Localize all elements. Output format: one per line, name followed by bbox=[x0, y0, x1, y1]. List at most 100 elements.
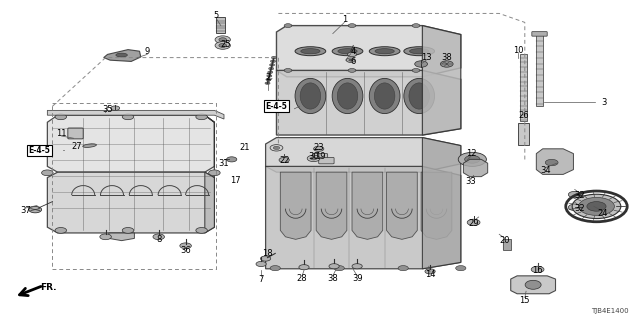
Text: 24: 24 bbox=[598, 209, 608, 218]
Circle shape bbox=[271, 56, 276, 59]
Circle shape bbox=[273, 146, 280, 149]
Circle shape bbox=[352, 264, 362, 269]
Circle shape bbox=[412, 68, 420, 72]
Circle shape bbox=[568, 191, 581, 198]
Ellipse shape bbox=[369, 47, 400, 56]
Bar bbox=[536, 35, 543, 106]
Text: 35: 35 bbox=[102, 105, 113, 114]
Text: 10: 10 bbox=[513, 46, 524, 55]
Polygon shape bbox=[387, 172, 417, 239]
Bar bbox=[518, 123, 529, 145]
Ellipse shape bbox=[404, 47, 435, 56]
Text: 15: 15 bbox=[520, 296, 530, 305]
Text: 25: 25 bbox=[220, 40, 230, 49]
Polygon shape bbox=[511, 276, 556, 294]
Polygon shape bbox=[47, 110, 224, 119]
Circle shape bbox=[122, 228, 134, 233]
Ellipse shape bbox=[409, 83, 429, 109]
Text: 3: 3 bbox=[602, 98, 607, 107]
Circle shape bbox=[215, 36, 230, 44]
Text: 22: 22 bbox=[279, 156, 289, 165]
FancyBboxPatch shape bbox=[319, 157, 334, 164]
Ellipse shape bbox=[332, 78, 363, 114]
Circle shape bbox=[314, 146, 324, 151]
Text: 4: 4 bbox=[351, 47, 356, 56]
Circle shape bbox=[440, 61, 453, 67]
Circle shape bbox=[266, 78, 271, 81]
Circle shape bbox=[348, 52, 356, 57]
Circle shape bbox=[579, 197, 614, 215]
Text: 21: 21 bbox=[239, 143, 250, 152]
Text: E-4-5: E-4-5 bbox=[29, 146, 51, 155]
Polygon shape bbox=[276, 70, 461, 135]
Polygon shape bbox=[104, 50, 141, 61]
Circle shape bbox=[122, 114, 134, 120]
Polygon shape bbox=[276, 26, 461, 77]
Circle shape bbox=[456, 266, 466, 271]
Text: 34: 34 bbox=[540, 166, 550, 175]
Ellipse shape bbox=[301, 49, 320, 54]
Circle shape bbox=[587, 202, 606, 211]
Circle shape bbox=[227, 157, 237, 162]
Polygon shape bbox=[205, 115, 214, 233]
Ellipse shape bbox=[116, 53, 127, 57]
Circle shape bbox=[545, 159, 558, 166]
Circle shape bbox=[284, 24, 292, 28]
Bar bbox=[52, 103, 216, 269]
Circle shape bbox=[334, 266, 344, 271]
Text: 17: 17 bbox=[230, 176, 241, 185]
Polygon shape bbox=[47, 115, 214, 172]
Circle shape bbox=[458, 152, 486, 166]
Polygon shape bbox=[422, 138, 461, 269]
Circle shape bbox=[42, 170, 53, 176]
Text: 12: 12 bbox=[466, 149, 476, 158]
Polygon shape bbox=[536, 149, 573, 174]
Circle shape bbox=[467, 219, 480, 226]
Circle shape bbox=[265, 82, 270, 84]
Circle shape bbox=[267, 75, 272, 77]
Text: 33: 33 bbox=[466, 177, 476, 186]
Polygon shape bbox=[280, 172, 311, 239]
Text: 1: 1 bbox=[342, 15, 347, 24]
Polygon shape bbox=[421, 172, 452, 239]
Circle shape bbox=[271, 60, 276, 62]
Circle shape bbox=[111, 106, 120, 110]
FancyBboxPatch shape bbox=[532, 32, 547, 36]
Text: 19: 19 bbox=[315, 152, 325, 161]
Circle shape bbox=[346, 58, 355, 62]
FancyBboxPatch shape bbox=[68, 128, 83, 139]
Circle shape bbox=[531, 266, 544, 273]
Ellipse shape bbox=[295, 78, 326, 114]
Circle shape bbox=[196, 228, 207, 233]
Text: 38: 38 bbox=[328, 274, 338, 283]
Text: 31: 31 bbox=[219, 159, 229, 168]
Text: 30: 30 bbox=[308, 152, 319, 161]
Circle shape bbox=[572, 194, 621, 219]
Polygon shape bbox=[463, 159, 488, 177]
Ellipse shape bbox=[338, 49, 357, 54]
Circle shape bbox=[269, 67, 274, 70]
Text: 36: 36 bbox=[180, 246, 191, 255]
Text: 9: 9 bbox=[145, 47, 150, 56]
Text: 37: 37 bbox=[20, 206, 31, 215]
Circle shape bbox=[180, 243, 191, 249]
Circle shape bbox=[260, 256, 271, 261]
Ellipse shape bbox=[374, 83, 395, 109]
Text: TJB4E1400: TJB4E1400 bbox=[591, 308, 628, 314]
Text: 5: 5 bbox=[214, 12, 219, 20]
Text: E-4-5: E-4-5 bbox=[266, 102, 287, 111]
Circle shape bbox=[349, 59, 353, 61]
Polygon shape bbox=[266, 166, 461, 269]
Ellipse shape bbox=[410, 49, 429, 54]
Text: 18: 18 bbox=[262, 249, 273, 258]
Text: 38: 38 bbox=[442, 53, 452, 62]
Circle shape bbox=[219, 44, 227, 47]
Circle shape bbox=[348, 24, 356, 28]
Circle shape bbox=[270, 266, 280, 271]
Ellipse shape bbox=[525, 280, 541, 289]
Text: 6: 6 bbox=[351, 57, 356, 66]
Ellipse shape bbox=[337, 83, 358, 109]
Circle shape bbox=[196, 114, 207, 120]
Circle shape bbox=[29, 206, 42, 213]
Circle shape bbox=[209, 170, 220, 176]
